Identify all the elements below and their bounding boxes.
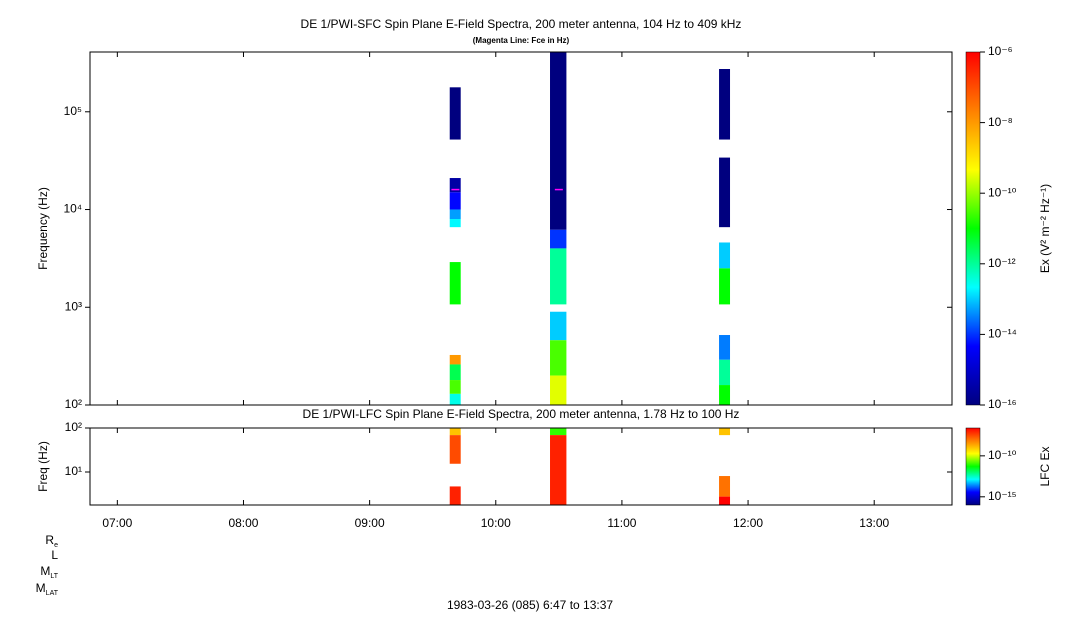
spectrum-cell bbox=[719, 268, 731, 305]
spectrum-cell bbox=[719, 428, 731, 436]
ephemeris-label-sub: LT bbox=[50, 573, 58, 580]
ephemeris-label-main: R bbox=[45, 533, 54, 547]
spectrum-cell bbox=[449, 435, 461, 464]
panel-title: DE 1/PWI-LFC Spin Plane E-Field Spectra,… bbox=[303, 407, 740, 421]
spectrum-cell bbox=[719, 385, 731, 405]
colorbar-tick-label: 10⁻¹⁰ bbox=[988, 448, 1017, 462]
ephemeris-label-main: M bbox=[40, 564, 50, 578]
ephemeris-label: MLAT bbox=[36, 581, 59, 597]
ephemeris-label-sub: LAT bbox=[46, 590, 59, 597]
colorbar-tick-label: 10⁻¹⁰ bbox=[988, 185, 1017, 199]
x-tick-label: 11:00 bbox=[607, 516, 636, 530]
spectrum-cell bbox=[719, 476, 731, 497]
spectrum-cell bbox=[719, 496, 731, 505]
y-tick-label: 10³ bbox=[65, 299, 82, 313]
spectrum-cell bbox=[719, 157, 731, 228]
spectrum-cell bbox=[550, 248, 567, 305]
spectrum-cell bbox=[550, 435, 567, 505]
colorbar-tick-label: 10⁻⁸ bbox=[988, 115, 1013, 129]
spectrum-cell bbox=[449, 354, 461, 365]
y-tick-label: 10⁵ bbox=[64, 104, 82, 118]
ephemeris-label: L bbox=[51, 548, 58, 562]
ephemeris-label-main: M bbox=[36, 581, 46, 595]
spectrum-cell bbox=[449, 87, 461, 140]
colorbar-tick-label: 10⁻¹⁶ bbox=[988, 397, 1017, 411]
spectrum-cell bbox=[449, 218, 461, 228]
x-tick-label: 09:00 bbox=[355, 516, 385, 530]
colorbar-tick-label: 10⁻⁶ bbox=[988, 44, 1013, 58]
colorbar bbox=[965, 427, 981, 506]
x-tick-label: 08:00 bbox=[228, 516, 258, 530]
spectrum-cell bbox=[449, 178, 461, 193]
colorbar-tick-label: 10⁻¹⁴ bbox=[988, 327, 1017, 341]
spectrum-cell bbox=[449, 364, 461, 381]
y-axis-label: Frequency (Hz) bbox=[36, 187, 50, 270]
ephemeris-label-main: L bbox=[51, 548, 58, 562]
spectrum-cell bbox=[449, 486, 461, 505]
y-axis-label: Freq (Hz) bbox=[36, 441, 50, 492]
colorbar-tick-label: 10⁻¹² bbox=[988, 256, 1016, 270]
spectrum-cell bbox=[449, 393, 461, 405]
spectrum-cell bbox=[449, 209, 461, 219]
y-tick-label: 10² bbox=[65, 397, 82, 411]
y-tick-label: 10² bbox=[65, 420, 82, 434]
y-tick-label: 10¹ bbox=[65, 464, 82, 478]
time-caption: 1983-03-26 (085) 6:47 to 13:37 bbox=[447, 598, 613, 612]
spectrum-cell bbox=[550, 428, 567, 436]
x-tick-label: 13:00 bbox=[859, 516, 889, 530]
spectrum-cell bbox=[449, 192, 461, 210]
panel-title: DE 1/PWI-SFC Spin Plane E-Field Spectra,… bbox=[301, 17, 742, 31]
x-tick-label: 07:00 bbox=[102, 516, 132, 530]
spectrum-cell bbox=[550, 229, 567, 249]
spectrum-cell bbox=[550, 311, 567, 341]
spectrum-cell bbox=[449, 428, 461, 436]
colorbar bbox=[965, 51, 981, 406]
spectrum-cell bbox=[449, 262, 461, 305]
spectrum-cell bbox=[550, 52, 567, 230]
spectrum-cell bbox=[550, 375, 567, 405]
x-tick-label: 12:00 bbox=[733, 516, 763, 530]
spectrum-cell bbox=[719, 335, 731, 360]
ephemeris-label: Re bbox=[45, 533, 58, 549]
spectrum-cell bbox=[719, 359, 731, 386]
plot-frame bbox=[89, 51, 953, 406]
panel-subtitle: (Magenta Line: Fce in Hz) bbox=[473, 36, 570, 45]
spectrum-cell bbox=[550, 340, 567, 376]
ephemeris-label: MLT bbox=[40, 564, 58, 580]
spectrum-cell bbox=[449, 380, 461, 394]
colorbar-tick-label: 10⁻¹⁵ bbox=[988, 489, 1017, 503]
x-tick-label: 10:00 bbox=[481, 516, 511, 530]
spectrum-cell bbox=[719, 242, 731, 269]
colorbar-label: LFC Ex bbox=[1038, 446, 1052, 486]
ephemeris-label-sub: e bbox=[54, 542, 58, 549]
spectrum-cell bbox=[719, 69, 731, 140]
y-tick-label: 10⁴ bbox=[63, 202, 82, 216]
colorbar-label: Ex (V² m⁻² Hz⁻¹) bbox=[1038, 184, 1052, 273]
plot-frame bbox=[89, 427, 953, 506]
